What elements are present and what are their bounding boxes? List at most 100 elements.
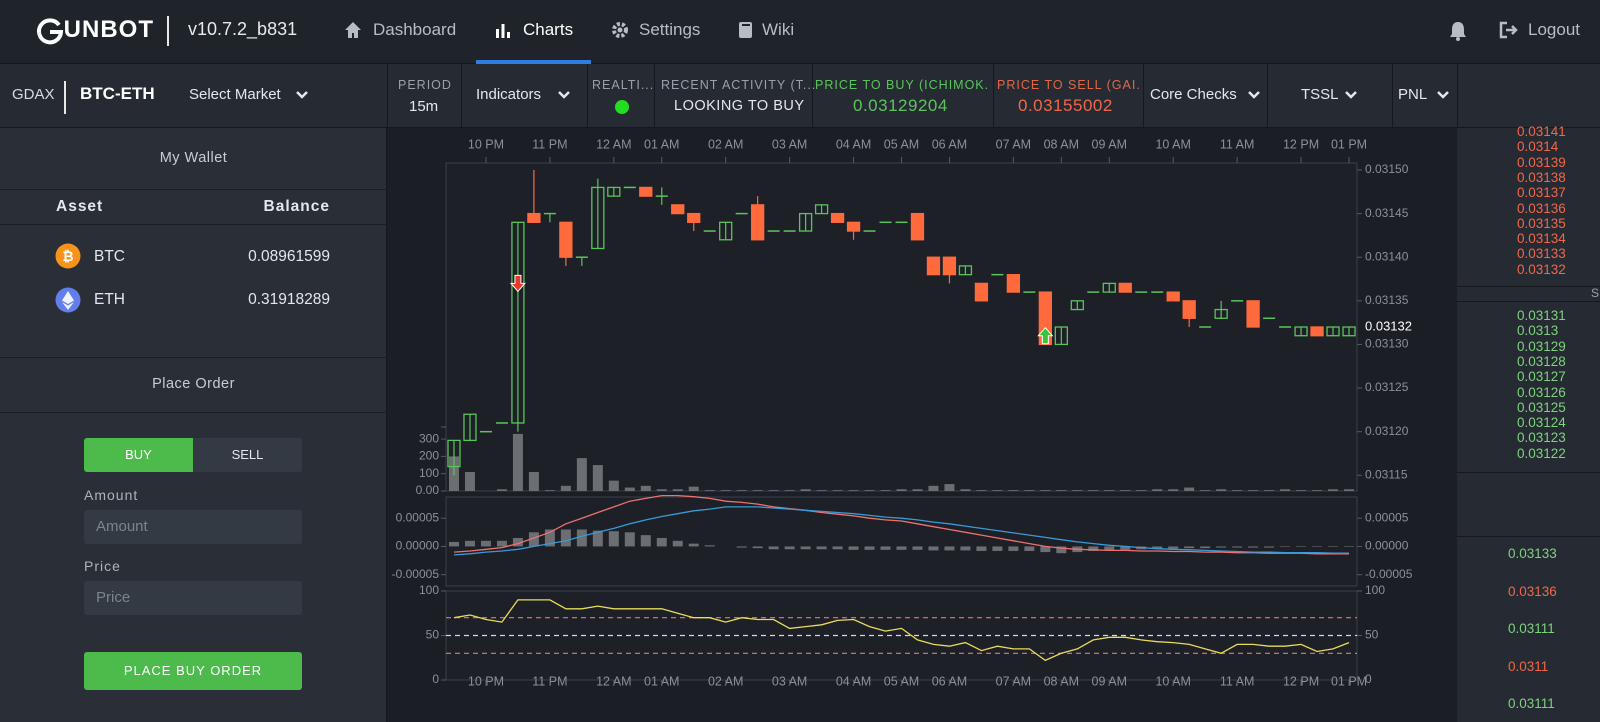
volume-bar [736,490,747,491]
asset: BTC [94,248,125,265]
candle-body [830,212,845,223]
ask-price: 0.03135 [1517,215,1566,231]
macd-histogram-bar [496,540,507,547]
volume-bar [1184,487,1195,491]
y-tick-label: 0.00005 [1365,510,1409,524]
macd-histogram-bar [560,529,571,547]
trade-marker [1037,326,1054,345]
volume-bar [688,486,699,491]
period[interactable]: 15m [409,98,439,115]
macd-histogram-bar [640,535,651,547]
volume-bar [864,490,875,491]
divider [461,64,462,128]
amount-input[interactable]: Amount [84,510,302,544]
bid-price: 0.03125 [1517,399,1566,415]
core-checks[interactable]: Core Checks [1150,86,1237,103]
macd-histogram-bar [1024,546,1035,551]
volume-bar [1248,490,1259,491]
volume-bar [1216,489,1227,491]
y-tick-label: 50 [1365,628,1379,642]
separator [1457,472,1600,473]
ask-price: 0.03136 [1517,200,1566,216]
candle-body [1294,326,1308,337]
bid-price: 0.0313 [1517,323,1559,339]
ask-price: 0.0314 [1517,139,1559,155]
nav-item[interactable]: Dashboard [373,20,457,39]
nav-item[interactable]: Settings [639,20,701,39]
macd-histogram-bar [1328,546,1339,548]
macd-histogram-bar [576,529,587,547]
select-market[interactable]: Select Market [189,86,281,103]
y-tick-label: 0.03120 [1365,424,1409,438]
nav-item[interactable]: Wiki [762,20,795,39]
separator [0,224,387,225]
macd-histogram-bar [1104,546,1115,551]
volume-bar [720,490,731,491]
wallet-title: My Wallet [159,150,228,166]
macd-histogram-bar [960,546,971,551]
macd-line [453,494,1349,555]
candle-body [1118,282,1132,293]
nav-item[interactable]: Charts [523,20,574,39]
sell-tab[interactable]: SELL [193,438,302,472]
macd-histogram-bar [896,546,907,550]
last-price-box [1359,317,1417,337]
volume-bar [1056,490,1067,491]
balance-header: Balance [263,198,330,215]
macd-histogram-bar [1152,546,1163,549]
candle-body [1214,308,1228,319]
indicators[interactable]: Indicators [476,86,542,103]
price-input[interactable]: Price [84,581,302,615]
logout[interactable]: Logout [1528,20,1580,39]
tssl[interactable]: TSSL [1301,86,1339,103]
volume-bar [832,490,843,491]
period-label: PERIOD [398,78,452,92]
candle-body [910,212,925,241]
x-tick-label: 10 AM [1155,137,1190,151]
balance: 0.08961599 [248,248,330,265]
candle-body [1310,326,1324,337]
place-order-button[interactable]: PLACE BUY ORDER [84,652,302,690]
macd-histogram-bar [1232,546,1243,548]
volume-bar [496,489,507,491]
pnl[interactable]: PNL [1398,86,1428,103]
candle-body [671,204,685,215]
candle-body [846,221,861,232]
macd-histogram-bar [768,546,779,550]
book-icon [739,22,752,38]
macd-histogram-bar [448,541,459,547]
candle-body [1166,291,1180,302]
candle-body [639,186,653,197]
chevron [296,91,308,99]
candle-body [926,256,941,276]
ask-price: 0.03139 [1517,154,1566,170]
volume-bar [928,485,939,491]
divider [587,64,588,128]
volume-bar [608,480,619,491]
divider [993,64,994,128]
macd-histogram-bar [736,546,747,548]
bid-price: 0.03127 [1517,369,1566,385]
ask-price: 0.03134 [1517,231,1566,247]
macd-histogram-bar [752,546,763,549]
y-tick-label: 0.03115 [1365,467,1408,481]
bell-icon[interactable] [1448,20,1468,42]
toolbar [0,64,1600,128]
macd-histogram-bar [1264,546,1275,548]
macd-histogram-bar [544,529,555,547]
candle-body [463,413,477,442]
x-tick-label: 03 AM [772,137,807,151]
bid-price: 0.03128 [1517,353,1566,369]
macd-histogram-bar [880,546,891,550]
divider [1392,64,1393,128]
macd-histogram-bar [832,546,843,550]
volume-bar [1280,489,1291,491]
asset: ETH [94,291,125,308]
buy-tab[interactable]: BUY [84,438,193,472]
y-tick-label: 0.03135 [1365,293,1409,307]
top-nav [0,0,1600,64]
volume-bar [752,490,763,491]
ask-price: 0.03137 [1517,185,1566,201]
btc-icon: ₿ [55,243,81,269]
logout-icon[interactable] [1498,20,1520,40]
